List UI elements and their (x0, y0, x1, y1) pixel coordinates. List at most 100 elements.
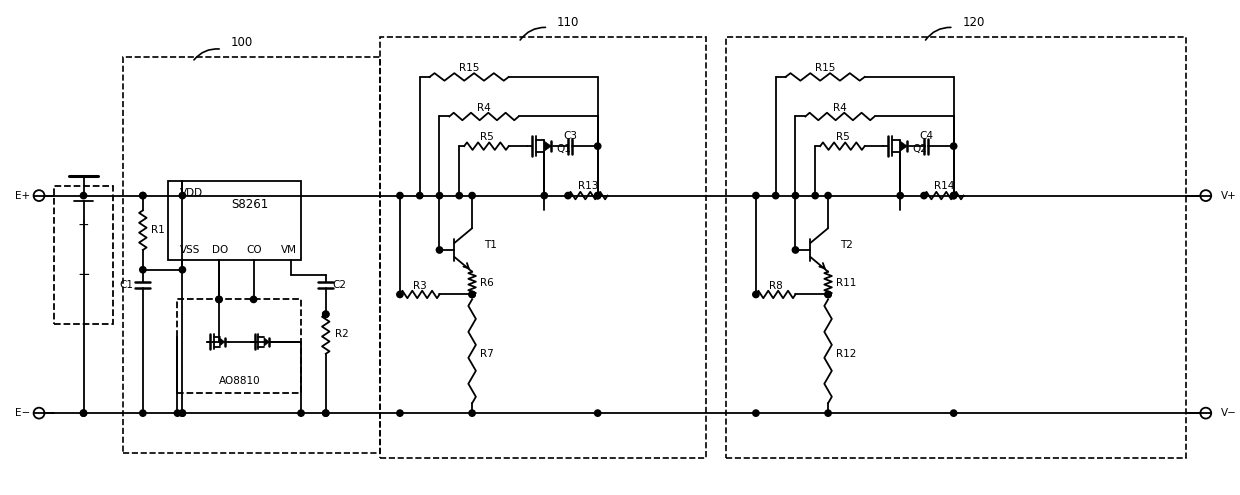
Text: 100: 100 (231, 36, 253, 49)
Text: R11: R11 (836, 278, 857, 288)
Polygon shape (544, 141, 552, 151)
Circle shape (469, 291, 475, 297)
Circle shape (180, 410, 186, 416)
Text: V+: V+ (1220, 191, 1236, 200)
Circle shape (753, 410, 759, 416)
Text: CO: CO (247, 245, 263, 255)
Text: R3: R3 (413, 281, 427, 291)
Text: E−: E− (15, 408, 30, 418)
Circle shape (825, 410, 831, 416)
Text: R13: R13 (578, 181, 598, 191)
Circle shape (541, 193, 547, 199)
Circle shape (753, 291, 759, 297)
Circle shape (81, 193, 87, 199)
Circle shape (322, 410, 329, 416)
Circle shape (594, 193, 601, 199)
Text: 120: 120 (962, 16, 985, 29)
Text: S8261: S8261 (232, 198, 269, 211)
Text: R1: R1 (151, 225, 165, 235)
Text: Q1: Q1 (557, 144, 572, 154)
Text: R6: R6 (480, 278, 494, 288)
Circle shape (436, 247, 443, 253)
Polygon shape (900, 141, 908, 151)
Polygon shape (264, 338, 269, 346)
Circle shape (897, 193, 904, 199)
FancyArrowPatch shape (193, 49, 219, 60)
Circle shape (594, 193, 601, 199)
Circle shape (397, 291, 403, 297)
Circle shape (397, 193, 403, 199)
Circle shape (180, 267, 186, 273)
Text: C2: C2 (332, 280, 347, 290)
Text: C3: C3 (563, 131, 577, 141)
Text: T2: T2 (839, 240, 853, 250)
Circle shape (594, 143, 601, 149)
Text: R4: R4 (477, 102, 491, 112)
Circle shape (417, 193, 423, 199)
Circle shape (140, 267, 146, 273)
Circle shape (140, 193, 146, 199)
Circle shape (825, 291, 831, 297)
Circle shape (456, 193, 463, 199)
Circle shape (951, 143, 957, 149)
Circle shape (594, 410, 601, 416)
Circle shape (951, 410, 957, 416)
Circle shape (216, 296, 222, 302)
Circle shape (81, 410, 87, 416)
Circle shape (469, 291, 475, 297)
FancyArrowPatch shape (520, 27, 546, 40)
Circle shape (436, 193, 443, 199)
Circle shape (812, 193, 818, 199)
Circle shape (825, 291, 831, 297)
Circle shape (773, 193, 779, 199)
Circle shape (140, 410, 146, 416)
Text: R5: R5 (480, 132, 494, 142)
Circle shape (140, 193, 146, 199)
Text: R12: R12 (836, 349, 857, 359)
Text: R4: R4 (833, 102, 847, 112)
Text: VSS: VSS (180, 245, 200, 255)
Text: VDD: VDD (180, 188, 202, 198)
Circle shape (250, 296, 257, 302)
Circle shape (322, 311, 329, 317)
Text: DO: DO (212, 245, 228, 255)
Text: −: − (77, 267, 89, 282)
Text: Q2: Q2 (913, 144, 928, 154)
Text: R7: R7 (480, 349, 494, 359)
Circle shape (397, 410, 403, 416)
Circle shape (565, 193, 572, 199)
Circle shape (180, 410, 186, 416)
Circle shape (951, 193, 957, 199)
FancyArrowPatch shape (925, 27, 951, 40)
Text: C4: C4 (919, 131, 932, 141)
Text: AO8810: AO8810 (218, 377, 260, 387)
Text: C1: C1 (119, 280, 133, 290)
Text: 110: 110 (557, 16, 579, 29)
Circle shape (175, 410, 181, 416)
Polygon shape (219, 338, 224, 346)
Circle shape (216, 296, 222, 302)
Circle shape (469, 410, 475, 416)
Text: VM: VM (281, 245, 298, 255)
Circle shape (81, 410, 87, 416)
Text: T1: T1 (484, 240, 497, 250)
Circle shape (322, 410, 329, 416)
Circle shape (951, 193, 957, 199)
Text: R8: R8 (769, 281, 782, 291)
Circle shape (298, 410, 304, 416)
Circle shape (825, 193, 831, 199)
Circle shape (792, 247, 799, 253)
Text: R15: R15 (459, 63, 480, 73)
Circle shape (322, 311, 329, 317)
Circle shape (921, 193, 928, 199)
Text: V−: V− (1220, 408, 1236, 418)
Text: R5: R5 (836, 132, 849, 142)
Text: R2: R2 (335, 329, 348, 339)
Circle shape (753, 193, 759, 199)
Circle shape (180, 193, 186, 199)
Circle shape (792, 193, 799, 199)
Circle shape (469, 193, 475, 199)
Text: E+: E+ (15, 191, 30, 200)
Text: +: + (78, 218, 89, 232)
Text: R15: R15 (815, 63, 836, 73)
